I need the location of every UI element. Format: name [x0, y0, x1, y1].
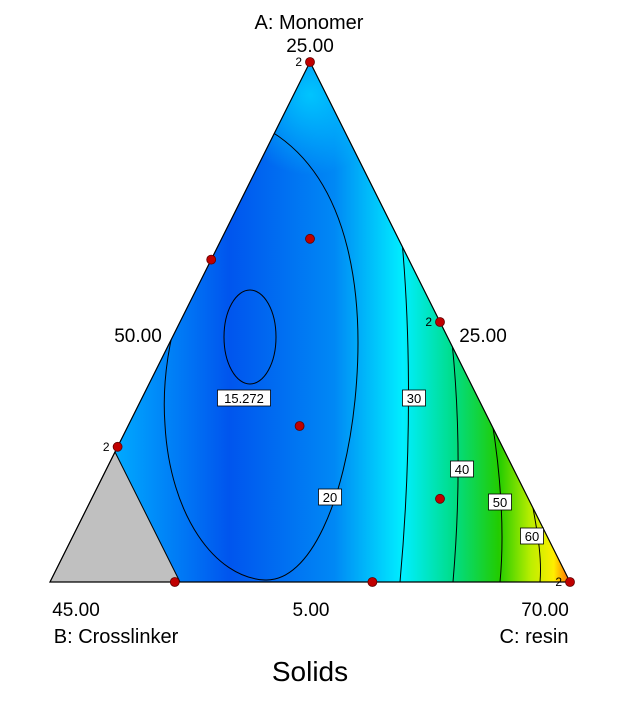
design-point	[435, 317, 445, 327]
vertex-a-value: 25.00	[286, 36, 334, 57]
design-point	[294, 421, 305, 431]
design-point	[305, 57, 315, 67]
edge-label-bottom: 5.00	[293, 600, 330, 621]
svg-text:60: 60	[525, 529, 539, 544]
design-point	[112, 441, 123, 452]
replicate-count-label: 2	[555, 575, 562, 589]
chart-title: Solids	[272, 656, 348, 687]
svg-text:15.272: 15.272	[224, 391, 264, 406]
design-point	[367, 577, 378, 587]
vertex-c-label: C: resin	[500, 626, 569, 648]
design-point	[206, 254, 217, 265]
design-point	[565, 577, 575, 587]
svg-text:40: 40	[455, 462, 469, 477]
replicate-count-label: 2	[103, 440, 110, 454]
svg-text:20: 20	[323, 490, 337, 505]
svg-text:30: 30	[407, 391, 421, 406]
design-point	[435, 493, 445, 504]
design-point	[169, 577, 180, 587]
contour-label: 50	[488, 493, 512, 511]
edge-label-right: 25.00	[459, 326, 507, 347]
vertex-b-label: B: Crosslinker	[54, 626, 179, 648]
contour-line-40	[451, 341, 459, 582]
contour-label: 60	[520, 527, 544, 545]
design-point	[305, 233, 315, 244]
contour-line-15272	[223, 289, 277, 385]
svg-text:50: 50	[493, 495, 507, 510]
contour-label: 15.272	[217, 389, 271, 407]
response-surface-top-highlight	[50, 62, 570, 582]
vertex-a-label: A: Monomer	[255, 12, 364, 34]
edge-label-left: 50.00	[114, 326, 162, 347]
contour-label: 30	[402, 389, 426, 407]
replicate-count-label: 2	[295, 55, 302, 69]
vertex-b-value: 45.00	[52, 600, 100, 621]
contour-label: 40	[450, 460, 474, 478]
vertex-c-value: 70.00	[521, 600, 569, 621]
contour-label: 20	[318, 488, 342, 506]
replicate-count-label: 2	[425, 315, 432, 329]
contour-line-60	[532, 507, 541, 582]
